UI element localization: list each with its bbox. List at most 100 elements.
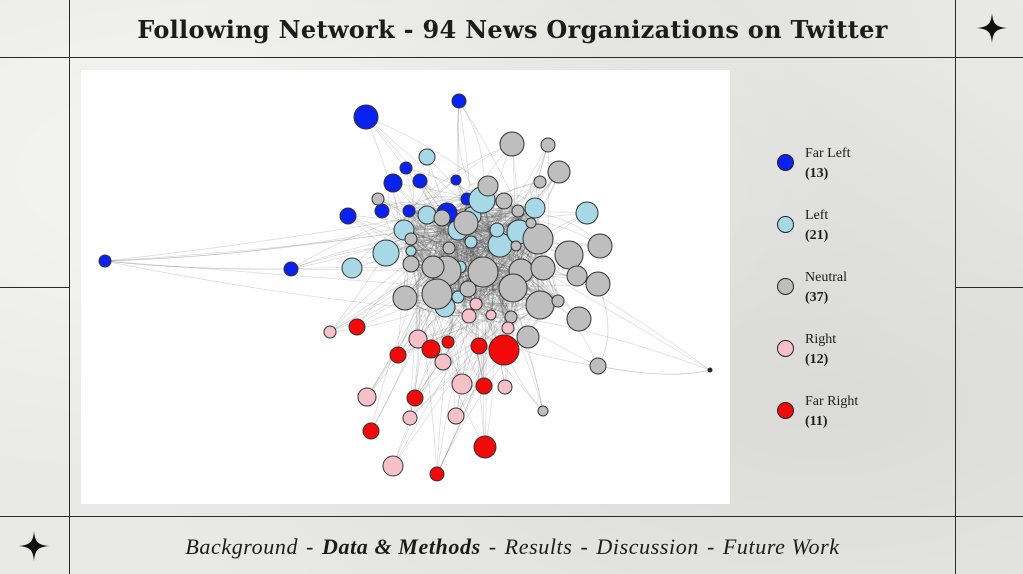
network-node <box>402 204 416 218</box>
network-node <box>362 422 380 440</box>
legend-swatch-left <box>777 216 794 233</box>
network-node <box>566 265 588 287</box>
network-node <box>421 339 441 359</box>
network-node <box>501 321 515 335</box>
edge <box>104 222 467 262</box>
edge <box>481 199 512 318</box>
edge <box>410 229 498 265</box>
network-node <box>499 131 525 157</box>
network-node <box>353 104 379 130</box>
edge <box>408 143 513 212</box>
network-node <box>418 148 436 166</box>
edge <box>481 199 559 302</box>
network-node <box>516 325 540 349</box>
network-node <box>504 310 518 324</box>
network-node <box>98 254 112 268</box>
network-node <box>389 346 407 364</box>
network-node <box>348 318 366 336</box>
network-node <box>469 297 483 311</box>
network-node <box>412 173 428 189</box>
legend-item-far-left: Far Left (13) <box>775 144 945 206</box>
network-node <box>341 257 363 279</box>
legend-label: Right <box>805 332 837 347</box>
network-node <box>530 255 556 281</box>
network-graph-panel <box>81 70 730 504</box>
edge <box>329 222 467 333</box>
legend-label: Far Right <box>805 394 859 409</box>
edge <box>410 250 438 475</box>
nav-item-results[interactable]: Results <box>504 534 573 559</box>
legend-count: (13) <box>805 166 829 181</box>
edge <box>329 222 467 333</box>
edge <box>409 304 541 419</box>
network-node <box>283 261 299 277</box>
edge <box>419 180 512 318</box>
network-node <box>525 290 555 320</box>
network-node <box>566 306 592 332</box>
network-node <box>429 466 445 482</box>
edge <box>403 229 514 289</box>
frame-line-bottom <box>0 516 1023 517</box>
edge <box>442 267 544 363</box>
legend-item-far-right: Far Right (11) <box>775 392 945 454</box>
frame-tick-right <box>955 287 1023 288</box>
edge <box>410 238 492 316</box>
edge <box>414 245 517 399</box>
section-nav: Background - Data & Methods - Results - Discus… <box>70 530 955 564</box>
edge <box>419 180 512 318</box>
network-node <box>470 337 488 355</box>
four-point-star-icon <box>977 13 1007 43</box>
four-point-star-icon <box>19 531 49 561</box>
legend-label: Neutral <box>805 270 847 285</box>
network-node <box>522 223 554 255</box>
legend-swatch-far-right <box>777 402 794 419</box>
edge <box>410 263 544 412</box>
legend-label: Left <box>805 208 829 223</box>
network-node <box>450 174 462 186</box>
edge <box>370 212 448 432</box>
network-node <box>485 309 497 321</box>
legend-label: Far Left <box>805 146 851 161</box>
network-node <box>434 353 452 371</box>
legend-item-left: Left (21) <box>775 206 945 268</box>
network-node <box>405 245 417 257</box>
legend-count: (21) <box>805 228 829 243</box>
nav-item-future-work[interactable]: Future Work <box>722 534 840 559</box>
page-title: Following Network - 94 News Organization… <box>137 15 888 44</box>
edge <box>403 211 588 231</box>
network-node <box>402 255 420 273</box>
edge <box>475 200 505 305</box>
network-node <box>402 410 418 426</box>
network-node <box>498 273 528 303</box>
edge <box>405 167 434 268</box>
network-node <box>421 255 445 279</box>
network-node <box>537 405 549 417</box>
network-node <box>383 173 403 193</box>
legend-swatch-far-left <box>777 154 794 171</box>
nav-item-background[interactable]: Background <box>185 534 299 559</box>
network-node <box>554 240 584 270</box>
network-node <box>587 233 613 259</box>
network-node <box>453 210 479 236</box>
edge <box>409 316 512 419</box>
edge <box>482 271 487 448</box>
legend-swatch-neutral <box>777 278 794 295</box>
edge <box>397 314 492 356</box>
edge <box>520 270 599 367</box>
network-node <box>406 389 424 407</box>
nav-item-data-methods[interactable]: Data & Methods <box>321 534 481 559</box>
edge <box>510 316 711 371</box>
nav-item-discussion[interactable]: Discussion <box>596 534 699 559</box>
edge <box>467 288 485 387</box>
node-layer <box>98 93 713 482</box>
network-node <box>585 271 611 297</box>
network-node <box>488 334 520 366</box>
network-node <box>551 294 565 308</box>
network-node <box>510 240 522 252</box>
network-node <box>511 204 525 218</box>
nav-separator: - <box>580 534 589 559</box>
edge <box>448 247 578 277</box>
edge <box>436 215 473 475</box>
network-node <box>404 232 418 246</box>
network-node <box>417 205 437 225</box>
